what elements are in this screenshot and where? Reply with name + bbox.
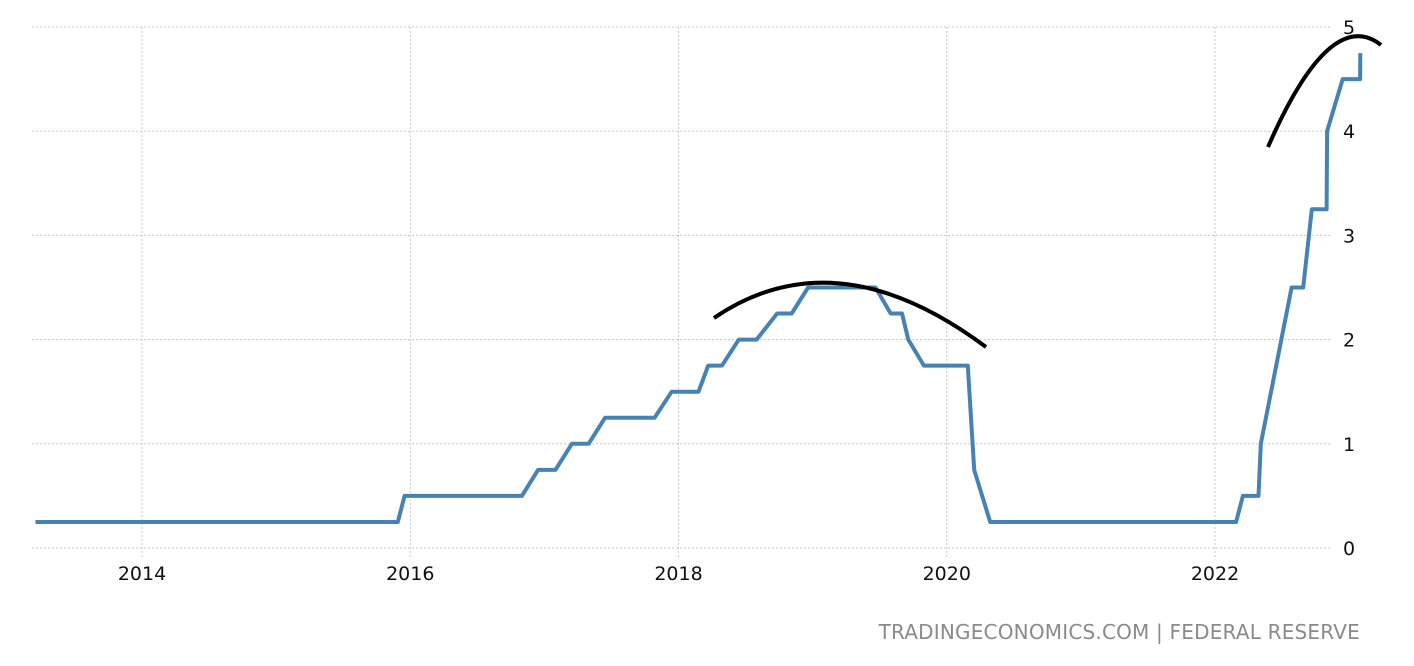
- y-tick-label: 3: [1343, 225, 1355, 247]
- y-tick-label: 1: [1343, 434, 1355, 456]
- x-tick-label: 2014: [118, 563, 166, 585]
- series-line: [35, 53, 1363, 524]
- grid: [32, 26, 1330, 558]
- annotation-arc-2019: [712, 280, 988, 349]
- annotation-arc-2022: [1266, 34, 1383, 148]
- x-tick-label: 2018: [654, 563, 702, 585]
- x-tick-label: 2022: [1191, 563, 1239, 585]
- y-tick-label: 5: [1343, 17, 1355, 39]
- x-axis: 2014 2016 2018 2020 2022: [118, 563, 1239, 585]
- y-axis: 0 1 2 3 4 5: [1343, 17, 1355, 560]
- y-tick-label: 4: [1343, 121, 1355, 143]
- y-tick-label: 0: [1343, 538, 1355, 560]
- source-footer: TRADINGECONOMICS.COM | FEDERAL RESERVE: [878, 620, 1360, 644]
- x-tick-label: 2016: [386, 563, 434, 585]
- x-tick-label: 2020: [923, 563, 971, 585]
- y-tick-label: 2: [1343, 330, 1355, 352]
